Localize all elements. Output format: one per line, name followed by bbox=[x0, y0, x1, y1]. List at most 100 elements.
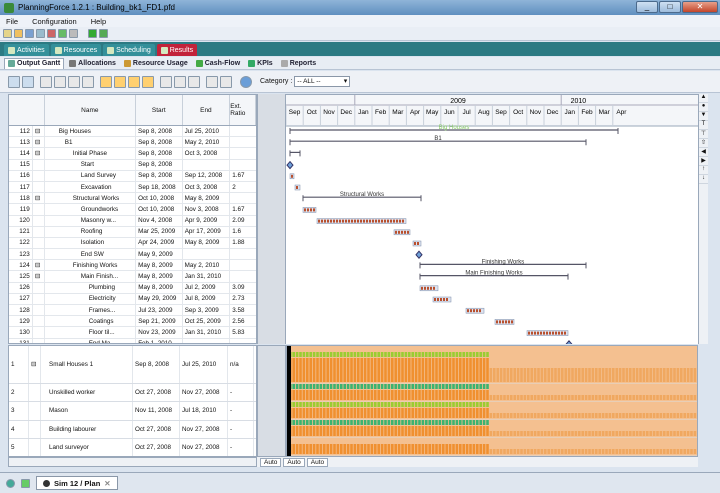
table-row[interactable]: 122 Isolation Apr 24, 2009 May 8, 2009 1.88 bbox=[9, 237, 256, 250]
table-row[interactable]: 120 Masonry w... Nov 4, 2008 Apr 9, 2009 2.0… bbox=[9, 215, 256, 227]
table-row[interactable]: 114 ⊟ Initial Phase Sep 8, 2008 Oct 3, 2008 bbox=[9, 148, 256, 160]
new-icon[interactable] bbox=[3, 29, 12, 38]
table-row[interactable]: 130 Floor til... Nov 23, 2009 Jan 31, 2010 5… bbox=[9, 327, 256, 339]
usage-bar bbox=[581, 395, 584, 400]
expand-icon[interactable]: ▼ bbox=[699, 112, 708, 121]
sort-asc-icon[interactable]: ⇧ bbox=[699, 140, 708, 148]
last-icon[interactable]: ▶ bbox=[699, 157, 708, 166]
table-row[interactable]: 126 Plumbing May 8, 2009 Jul 2, 2009 3.09 bbox=[9, 282, 256, 294]
auto-button-1[interactable]: Auto bbox=[260, 457, 282, 467]
table-row[interactable]: 124 ⊟ Finishing Works May 8, 2009 May 2, 201… bbox=[9, 260, 256, 272]
usage-bar bbox=[632, 449, 635, 454]
print-icon[interactable] bbox=[8, 75, 20, 88]
auto-button-2[interactable]: Auto bbox=[283, 457, 305, 467]
tab-results[interactable]: Results bbox=[156, 44, 198, 56]
subtab-cash-flow[interactable]: Cash-Flow bbox=[193, 58, 243, 69]
category-select[interactable]: -- ALL -- bbox=[294, 76, 351, 87]
resource-row[interactable]: 1 ⊟ Small Houses 1 Sep 8, 2008 Jul 25, 2010 n… bbox=[9, 346, 256, 384]
maximize-button[interactable]: □ bbox=[659, 1, 681, 13]
filter-icon[interactable] bbox=[54, 75, 66, 88]
end-column-header[interactable]: End bbox=[183, 95, 231, 125]
resource-splitter[interactable] bbox=[257, 345, 286, 457]
close-file-icon[interactable] bbox=[47, 29, 56, 38]
resource-row[interactable]: 2 Unskilled worker Oct 27, 2008 Nov 27, 200… bbox=[9, 384, 256, 403]
table-row[interactable]: 123 End SW May 9, 2009 bbox=[9, 249, 256, 261]
step-icon[interactable] bbox=[99, 29, 108, 38]
run-icon[interactable] bbox=[88, 29, 97, 38]
zoom-out-icon[interactable] bbox=[114, 75, 126, 88]
table-row[interactable]: 112 ⊟ Big Houses Sep 8, 2008 Jul 25, 2010 bbox=[9, 126, 256, 138]
save-as-icon[interactable] bbox=[36, 29, 45, 38]
first-icon[interactable]: ◀ bbox=[699, 148, 708, 157]
table-row[interactable]: 128 Frames... Jul 23, 2009 Sep 3, 2009 3.58 bbox=[9, 305, 256, 317]
table-row[interactable]: 127 Electricity May 29, 2009 Jul 8, 2009 2.7… bbox=[9, 293, 256, 305]
zoom-in-icon[interactable] bbox=[100, 75, 112, 88]
baseline-icon[interactable] bbox=[174, 75, 186, 88]
table-row[interactable]: 125 ⊟ Main Finish... May 8, 2009 Jan 31, 201… bbox=[9, 271, 256, 283]
table-row[interactable]: 116 Land Survey Sep 8, 2008 Sep 12, 2008 1.6… bbox=[9, 170, 256, 182]
open-icon[interactable] bbox=[14, 29, 23, 38]
zoom-fit-icon[interactable] bbox=[128, 75, 140, 88]
export-chart-icon[interactable] bbox=[220, 75, 232, 88]
cell-exp bbox=[33, 159, 45, 170]
table-row[interactable]: 129 Coatings Sep 21, 2009 Oct 25, 2009 2.56 bbox=[9, 316, 256, 328]
table-row[interactable]: 118 ⊟ Structural Works Oct 10, 2008 May 8, 2… bbox=[9, 193, 256, 205]
grid-gantt-splitter[interactable] bbox=[257, 94, 286, 344]
cell-end: May 2, 2010 bbox=[183, 260, 231, 271]
ext-ratio-column-header[interactable]: Ext. Ratio bbox=[230, 95, 256, 125]
forward-icon[interactable] bbox=[21, 478, 30, 488]
close-tab-icon[interactable]: ✕ bbox=[104, 478, 111, 488]
subtab-allocations[interactable]: Allocations bbox=[66, 58, 119, 69]
id-column-header[interactable] bbox=[9, 95, 45, 125]
subtab-kpis[interactable]: KPIs bbox=[245, 58, 276, 69]
grid-horizontal-scrollbar[interactable] bbox=[8, 457, 257, 467]
close-button[interactable]: ✕ bbox=[682, 1, 718, 13]
resource-row[interactable]: 3 Mason Nov 11, 2008 Jul 18, 2010- bbox=[9, 402, 256, 421]
split-icon[interactable] bbox=[82, 75, 94, 88]
start-column-header[interactable]: Start bbox=[136, 95, 183, 125]
tab-activities[interactable]: Activities bbox=[4, 44, 49, 56]
tab-sim-plan[interactable]: Sim 12 / Plan ✕ bbox=[36, 476, 118, 490]
top-icon[interactable]: ⊤ bbox=[699, 131, 708, 139]
table-row[interactable]: 119 Groundworks Oct 10, 2008 Nov 3, 2008 1.6… bbox=[9, 204, 256, 216]
export-icon[interactable] bbox=[69, 29, 78, 38]
links-icon[interactable] bbox=[188, 75, 200, 88]
tab-resources[interactable]: Resources bbox=[50, 44, 102, 56]
text-icon[interactable]: T bbox=[699, 121, 708, 130]
resource-row[interactable]: 4 Building labourer Oct 27, 2008 Nov 27, 20… bbox=[9, 420, 256, 439]
help-icon[interactable] bbox=[240, 75, 252, 88]
zoom-reset-icon[interactable] bbox=[142, 75, 154, 88]
subtab-reports[interactable]: Reports bbox=[278, 58, 319, 69]
sort-icon[interactable] bbox=[206, 75, 218, 88]
save-icon[interactable] bbox=[25, 29, 34, 38]
layout-icon[interactable] bbox=[68, 75, 80, 88]
subtab-output-gantt[interactable]: Output Gantt bbox=[4, 57, 65, 69]
down-icon[interactable]: ↓ bbox=[699, 175, 708, 184]
usage-bar bbox=[452, 358, 455, 382]
print-preview-icon[interactable] bbox=[22, 75, 34, 88]
critical-path-icon[interactable] bbox=[160, 75, 172, 88]
table-row[interactable]: 113 ⊟ B1 Sep 8, 2008 May 2, 2010 bbox=[9, 137, 256, 149]
table-row[interactable]: 121 Roofing Mar 25, 2009 Apr 17, 2009 1.6 bbox=[9, 226, 256, 238]
scroll-up-icon[interactable]: ▲ bbox=[699, 94, 708, 103]
columns-icon[interactable] bbox=[40, 75, 52, 88]
minimize-button[interactable]: _ bbox=[636, 1, 658, 13]
up-icon[interactable]: ↑ bbox=[699, 166, 708, 175]
task-segment bbox=[348, 219, 350, 223]
table-row[interactable]: 117 Excavation Sep 18, 2008 Oct 3, 2008 2 bbox=[9, 181, 256, 194]
tab-scheduling[interactable]: Scheduling bbox=[103, 44, 155, 56]
home-icon[interactable] bbox=[6, 478, 15, 488]
usage-bar bbox=[513, 395, 516, 400]
table-row[interactable]: 131 End Ma... Feb 1, 2010 bbox=[9, 338, 256, 343]
import-icon[interactable] bbox=[58, 29, 67, 38]
auto-button-3[interactable]: Auto bbox=[306, 457, 329, 467]
resource-row[interactable]: 5 Land surveyor Oct 27, 2008 Nov 27, 2008- bbox=[9, 438, 256, 456]
table-row[interactable]: 115 Start Sep 8, 2008 bbox=[9, 159, 256, 171]
subtab-resource-usage[interactable]: Resource Usage bbox=[121, 58, 191, 69]
name-column-header[interactable]: Name bbox=[45, 95, 136, 125]
pin-icon[interactable]: ● bbox=[699, 103, 708, 112]
menu-file[interactable]: File bbox=[6, 16, 19, 26]
menu-configuration[interactable]: Configuration bbox=[32, 16, 77, 26]
menu-help[interactable]: Help bbox=[90, 16, 107, 26]
usage-bar bbox=[608, 431, 612, 436]
